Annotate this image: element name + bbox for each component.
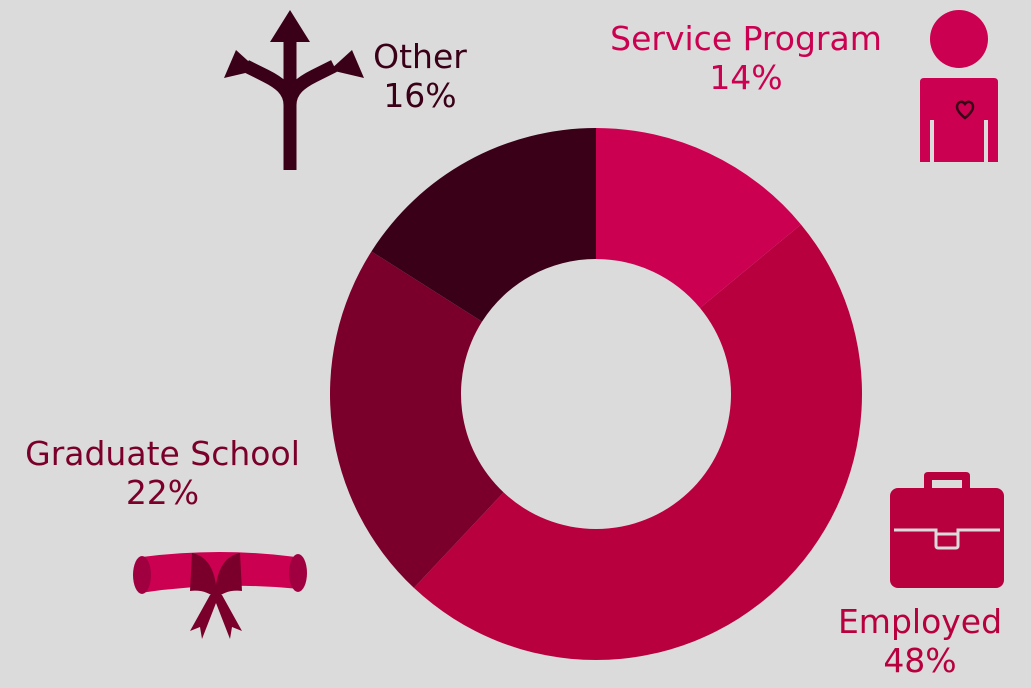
graduate-school-percent: 22% xyxy=(125,472,200,512)
other-name: Other xyxy=(373,37,467,76)
slice-graduate-school xyxy=(330,251,504,588)
employed-label: Employed 48% xyxy=(820,602,1020,681)
employed-percent: 48% xyxy=(883,640,957,680)
split-arrows-icon xyxy=(224,10,364,170)
donut-slices xyxy=(330,128,863,661)
other-label: Other 16% xyxy=(365,37,475,116)
graduate-school-name: Graduate School xyxy=(25,434,300,473)
service-program-percent: 14% xyxy=(709,57,783,97)
briefcase-icon xyxy=(890,472,1004,588)
diploma-scroll-icon xyxy=(133,552,307,639)
employed-name: Employed xyxy=(837,602,1003,641)
service-program-name: Service Program xyxy=(610,19,882,58)
graduate-school-label: Graduate School 22% xyxy=(5,434,320,513)
slice-employed xyxy=(413,224,863,661)
service-program-label: Service Program 14% xyxy=(596,19,896,98)
slice-service-program xyxy=(596,128,801,308)
other-percent: 16% xyxy=(383,75,457,115)
slice-other xyxy=(371,128,596,322)
volunteer-heart-person-icon xyxy=(920,10,998,162)
